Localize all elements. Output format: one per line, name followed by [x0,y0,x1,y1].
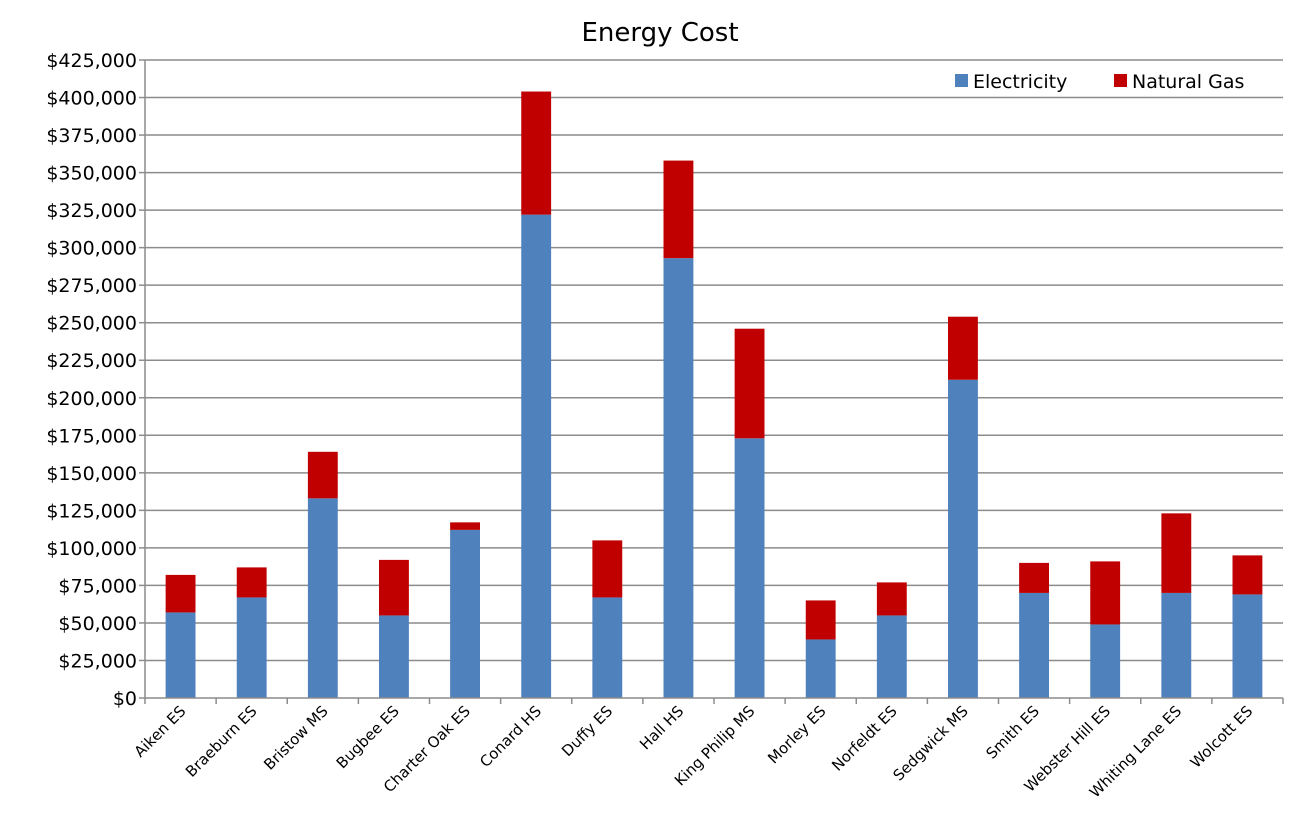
x-tick-label: Morley ES [764,702,829,767]
bar-electricity [1161,592,1192,698]
bar-natural-gas [1232,555,1263,595]
y-tick-label: $0 [113,688,137,710]
y-tick-label: $375,000 [46,125,137,147]
bar-electricity [734,438,765,698]
bar-natural-gas [379,559,409,616]
legend-swatch-electricity [955,74,968,87]
bar-electricity [1090,624,1121,698]
y-tick-label: $225,000 [46,350,137,372]
y-tick-label: $100,000 [46,538,137,560]
bar-natural-gas [1019,562,1049,593]
bar-electricity [876,615,907,698]
bar-natural-gas [1090,561,1121,625]
x-tick-label: Conard HS [476,702,545,771]
bars [165,91,1263,699]
y-tick-label: $300,000 [46,238,137,260]
legend-label-electricity: Electricity [973,71,1067,93]
x-tick-label: Duffy ES [558,702,616,760]
x-tick-label: Hall HS [636,702,687,753]
bar-natural-gas [236,567,267,598]
bar-electricity [948,379,978,698]
y-axis-ticks: $0 $25,000 $50,000 $75,000 $100,000 $125,000 $… [46,50,145,710]
y-tick-label: $175,000 [46,425,137,447]
bar-natural-gas [521,91,552,215]
chart-title: Energy Cost [581,18,738,48]
bar-natural-gas [1161,513,1192,593]
bar-natural-gas [734,328,765,439]
legend-swatch-natural-gas [1114,74,1127,87]
y-tick-label: $425,000 [46,50,137,72]
y-tick-label: $400,000 [46,88,137,110]
bar-natural-gas [876,582,907,616]
bar-natural-gas [805,600,836,640]
bar-electricity [521,214,552,699]
bar-electricity [663,258,694,698]
legend: Electricity Natural Gas [955,71,1244,93]
bar-electricity [450,529,480,698]
bar-natural-gas [165,574,196,613]
bar-electricity [236,597,267,698]
bar-electricity [307,498,338,698]
y-tick-label: $275,000 [46,275,137,297]
bar-natural-gas [592,540,623,598]
legend-label-natural-gas: Natural Gas [1132,71,1244,93]
y-tick-label: $50,000 [58,613,137,635]
bar-electricity [1019,592,1049,698]
bar-natural-gas [663,160,694,259]
bar-electricity [1232,594,1263,698]
y-tick-label: $325,000 [46,200,137,222]
y-tick-label: $250,000 [46,313,137,335]
bar-natural-gas [450,522,480,530]
bar-electricity [805,639,836,698]
y-tick-label: $75,000 [58,575,137,597]
bar-electricity [165,612,196,698]
y-tick-label: $125,000 [46,500,137,522]
x-tick-label: Wolcott ES [1187,702,1256,771]
x-tick-label: Norfeldt ES [828,702,900,774]
bar-electricity [592,597,623,698]
y-tick-label: $350,000 [46,163,137,185]
x-tick-label: Sedgwick MS [889,702,971,784]
x-tick-label: Bristow MS [260,702,331,773]
y-tick-label: $200,000 [46,388,137,410]
x-tick-label: Aiken ES [131,702,190,761]
x-tick-label: Braeburn ES [182,702,261,781]
bar-natural-gas [948,316,978,380]
x-tick-label: Smith ES [982,702,1042,762]
bar-natural-gas [307,451,338,499]
y-tick-label: $150,000 [46,463,137,485]
x-tick-label: Bugbee ES [333,702,403,772]
bar-electricity [379,615,409,698]
y-tick-label: $25,000 [58,650,137,672]
